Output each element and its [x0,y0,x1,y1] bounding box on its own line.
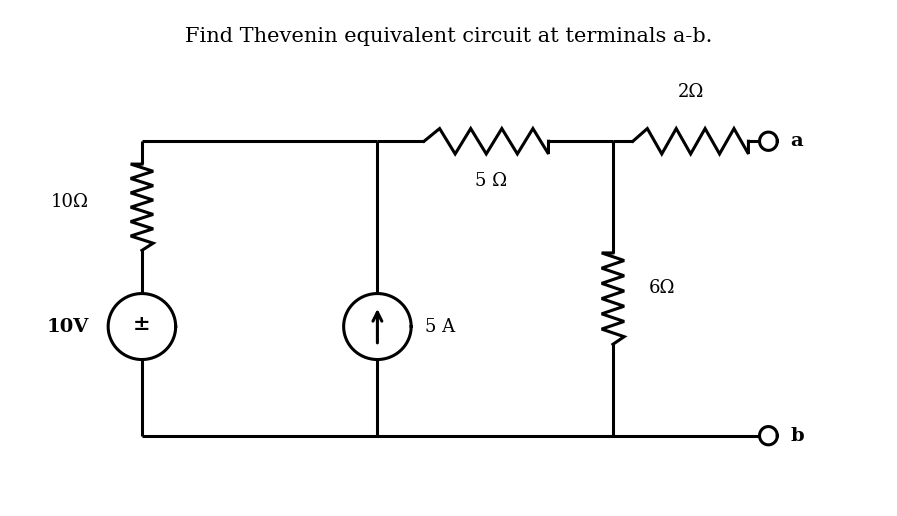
Text: Find Thevenin equivalent circuit at terminals a-b.: Find Thevenin equivalent circuit at term… [185,27,712,46]
Text: 6Ω: 6Ω [649,280,675,297]
Text: ±: ± [133,314,151,334]
Text: 5 A: 5 A [424,317,455,335]
Text: b: b [790,427,805,445]
Text: 2Ω: 2Ω [677,83,704,101]
Text: a: a [790,132,804,150]
Text: 10Ω: 10Ω [50,193,89,211]
Text: 10V: 10V [47,317,89,335]
Text: 5 Ω: 5 Ω [475,172,507,190]
